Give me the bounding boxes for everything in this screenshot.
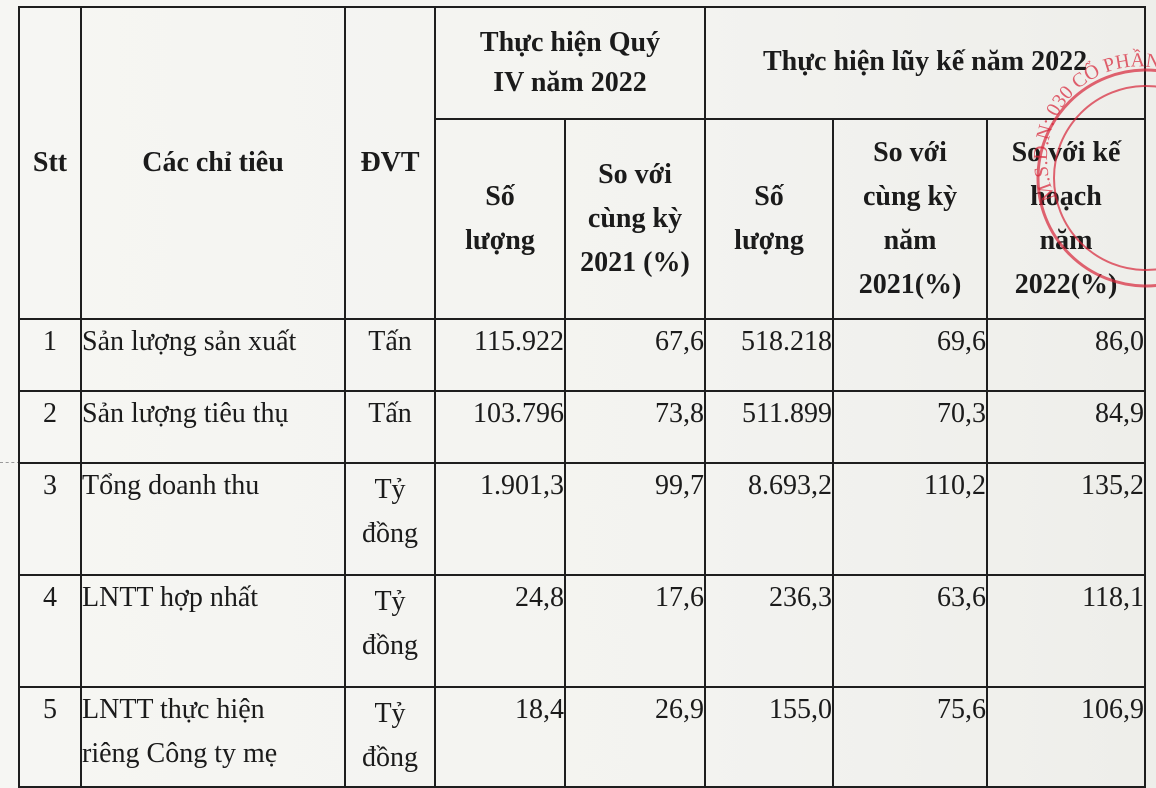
row-ytd-vs-plan: 106,9 xyxy=(986,686,1147,788)
header-unit: ĐVT xyxy=(344,6,436,320)
row-ytd-vs-prior: 69,6 xyxy=(832,318,989,392)
row-q4-vs-prior: 99,7 xyxy=(563,462,707,576)
row-ytd-vs-plan: 86,0 xyxy=(986,318,1147,392)
row-stt: 1 xyxy=(18,318,82,392)
header-q4-group: Thực hiện Quý IV năm 2022 xyxy=(433,6,707,120)
row-stt: 4 xyxy=(18,574,82,688)
row-indicator: Tổng doanh thu xyxy=(80,462,346,576)
row-indicator: Sản lượng sản xuất xyxy=(80,318,346,392)
row-q4-quantity: 1.901,3 xyxy=(434,462,566,576)
header-q4-quantity: Số lượng xyxy=(434,118,566,320)
table-row: 5 LNTT thực hiện riêng Công ty mẹ Tỷ đồn… xyxy=(18,686,1147,788)
row-ytd-quantity: 8.693,2 xyxy=(704,462,835,576)
row-indicator: LNTT hợp nhất xyxy=(80,574,346,688)
header-ytd-group: Thực hiện lũy kế năm 2022 xyxy=(704,6,1147,120)
row-unit: Tấn xyxy=(344,390,436,464)
row-q4-quantity: 18,4 xyxy=(434,686,566,788)
row-ytd-vs-plan: 84,9 xyxy=(986,390,1147,464)
table-row: 1 Sản lượng sản xuất Tấn 115.922 67,6 51… xyxy=(18,318,1147,392)
header-ytd-vs-plan: So với kế hoạch năm 2022(%) xyxy=(986,118,1147,320)
header-ytd-vs-prior: So với cùng kỳ năm 2021(%) xyxy=(832,118,989,320)
row-ytd-quantity: 155,0 xyxy=(704,686,835,788)
table-row: 4 LNTT hợp nhất Tỷ đồng 24,8 17,6 236,3 … xyxy=(18,574,1147,688)
header-ytd-quantity: Số lượng xyxy=(704,118,835,320)
row-indicator: LNTT thực hiện riêng Công ty mẹ xyxy=(80,686,346,788)
row-ytd-vs-prior: 75,6 xyxy=(832,686,989,788)
header-indicator: Các chỉ tiêu xyxy=(80,6,346,320)
row-ytd-vs-plan: 118,1 xyxy=(986,574,1147,688)
row-q4-quantity: 115.922 xyxy=(434,318,566,392)
row-q4-quantity: 103.796 xyxy=(434,390,566,464)
fold-line xyxy=(0,462,20,464)
row-unit: Tỷ đồng xyxy=(344,686,436,788)
row-ytd-vs-prior: 110,2 xyxy=(832,462,989,576)
row-indicator: Sản lượng tiêu thụ xyxy=(80,390,346,464)
row-q4-vs-prior: 73,8 xyxy=(563,390,707,464)
row-unit: Tỷ đồng xyxy=(344,574,436,688)
row-ytd-vs-prior: 70,3 xyxy=(832,390,989,464)
row-stt: 3 xyxy=(18,462,82,576)
row-ytd-vs-plan: 135,2 xyxy=(986,462,1147,576)
row-stt: 2 xyxy=(18,390,82,464)
row-ytd-quantity: 511.899 xyxy=(704,390,835,464)
row-q4-quantity: 24,8 xyxy=(434,574,566,688)
results-table: Stt Các chỉ tiêu ĐVT Thực hiện Quý IV nă… xyxy=(18,6,1147,788)
row-q4-vs-prior: 26,9 xyxy=(563,686,707,788)
row-ytd-quantity: 518.218 xyxy=(704,318,835,392)
table-row: 3 Tổng doanh thu Tỷ đồng 1.901,3 99,7 8.… xyxy=(18,462,1147,576)
row-unit: Tấn xyxy=(344,318,436,392)
header-stt: Stt xyxy=(18,6,82,320)
table-row: 2 Sản lượng tiêu thụ Tấn 103.796 73,8 51… xyxy=(18,390,1147,464)
row-ytd-vs-prior: 63,6 xyxy=(832,574,989,688)
row-unit: Tỷ đồng xyxy=(344,462,436,576)
row-q4-vs-prior: 17,6 xyxy=(563,574,707,688)
row-ytd-quantity: 236,3 xyxy=(704,574,835,688)
row-q4-vs-prior: 67,6 xyxy=(563,318,707,392)
header-q4-vs-prior: So với cùng kỳ 2021 (%) xyxy=(563,118,707,320)
row-stt: 5 xyxy=(18,686,82,788)
